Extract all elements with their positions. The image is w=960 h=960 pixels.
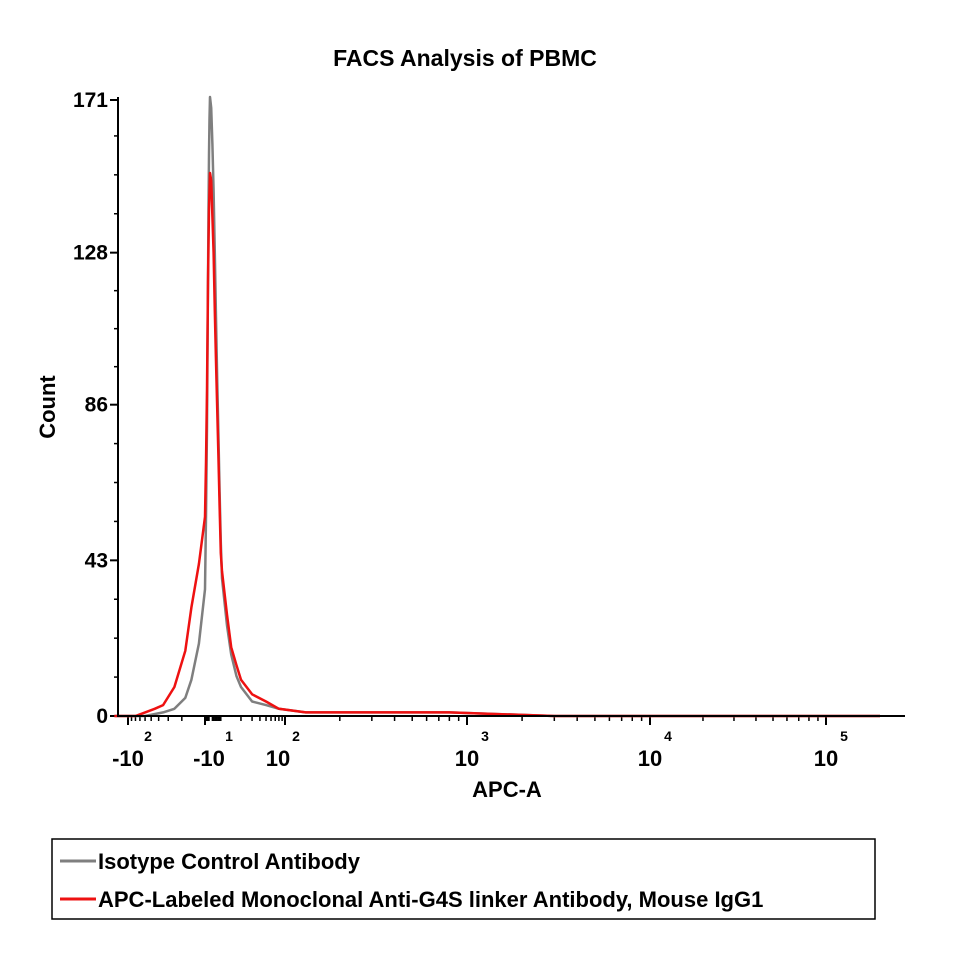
x-tick-label-exponent: 2: [292, 728, 300, 744]
y-axis-ticks: 0 43 86 128 171: [73, 89, 118, 728]
x-tick-label-exponent: 1: [225, 728, 233, 744]
x-axis-label: APC-A: [472, 777, 542, 802]
legend-label-apc: APC-Labeled Monoclonal Anti-G4S linker A…: [98, 887, 763, 912]
y-tick-label: 43: [85, 549, 108, 572]
x-tick-label-exponent: 3: [481, 728, 489, 744]
x-tick-label-exponent: 4: [664, 728, 672, 744]
x-tick-label-base: 10: [266, 746, 290, 771]
legend-box: [51, 838, 876, 920]
x-tick-label-base: 10: [455, 746, 479, 771]
y-tick-label: 128: [73, 242, 108, 265]
y-tick-label: 171: [73, 89, 108, 112]
x-tick-label-exponent: 5: [840, 728, 848, 744]
x-tick-label-base: 10: [638, 746, 662, 771]
x-tick-label-base: -10: [112, 746, 144, 771]
y-axis-label: Count: [35, 375, 60, 439]
x-tick-label-exponent: 2: [144, 728, 152, 744]
series-line-apc: [114, 171, 880, 718]
legend-label-isotype: Isotype Control Antibody: [98, 849, 361, 874]
y-tick-label: 86: [85, 394, 108, 417]
y-tick-label: 0: [96, 705, 108, 728]
chart-title: FACS Analysis of PBMC: [333, 45, 597, 71]
x-tick-label-base: -10: [193, 746, 225, 771]
series-layer: [114, 95, 880, 718]
x-tick-label-base: 10: [814, 746, 838, 771]
legend: Isotype Control Antibody APC-Labeled Mon…: [51, 838, 876, 920]
